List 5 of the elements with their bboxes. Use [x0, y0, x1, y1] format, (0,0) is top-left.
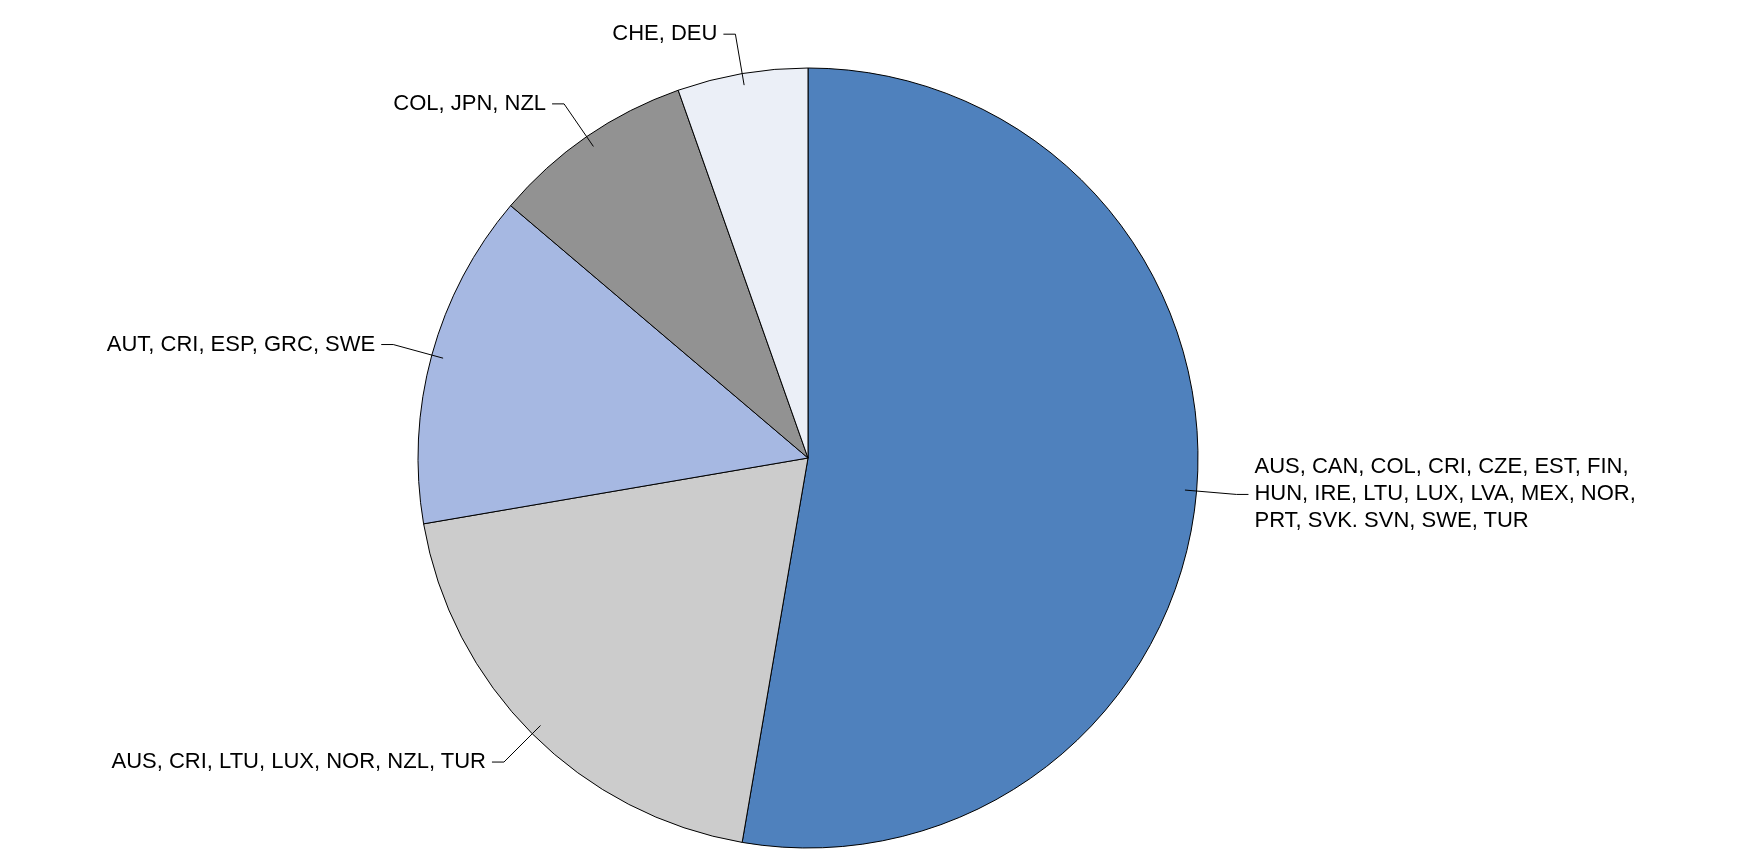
- slice-label: AUT, CRI, ESP, GRC, SWE: [106, 330, 376, 356]
- slice-label: AUS, CRI, LTU, LUX, NOR, NZL, TUR: [111, 747, 486, 773]
- slice-label: COL, JPN, NZL: [393, 89, 547, 115]
- slice-label: CHE, DEU: [612, 19, 718, 45]
- slice-label: AUS, CAN, COL, CRI, CZE, EST, FIN, HUN, IRE, LTU, LUX, LVA, MEX, NOR, PRT, SVK. SVN, SWE, TUR: [1254, 453, 1636, 533]
